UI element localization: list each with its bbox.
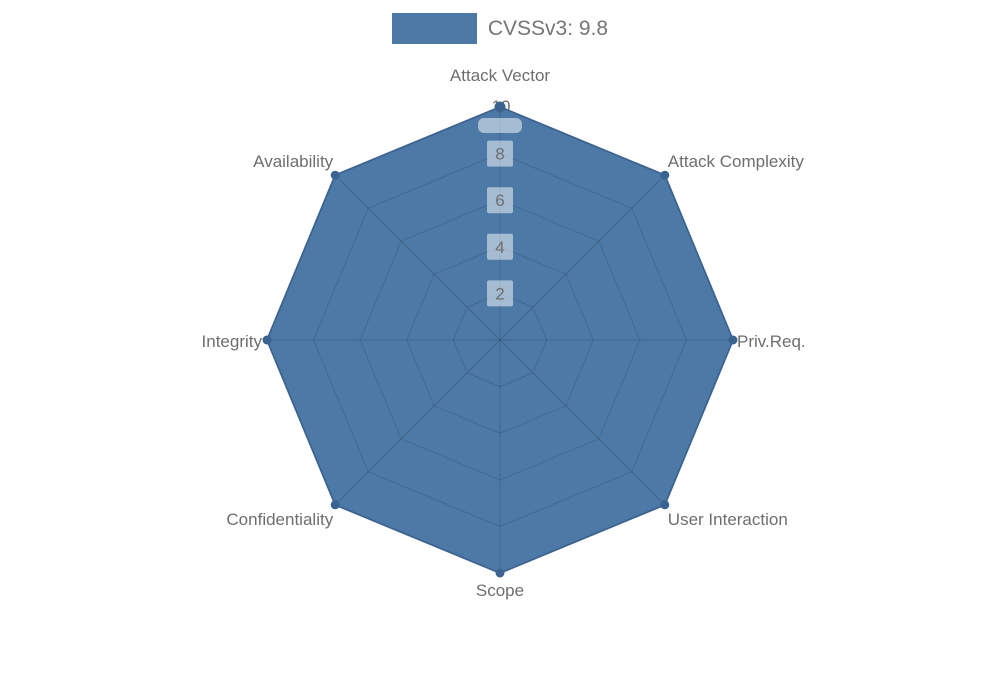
radial-tick-backdrop: [487, 280, 513, 307]
axis-label-user-interaction: User Interaction: [668, 510, 788, 529]
radial-tick-label: 8: [495, 145, 504, 164]
legend[interactable]: CVSSv3: 9.8: [0, 13, 1000, 44]
axis-label-integrity: Integrity: [202, 332, 263, 351]
radar-angle-line: [499, 174, 666, 341]
axis-label-confidentiality: Confidentiality: [226, 510, 333, 529]
radar-angle-line: [499, 339, 666, 506]
axis-label-attack-complexity: Attack Complexity: [668, 152, 805, 171]
axis-label-attack-vector: Attack Vector: [450, 66, 550, 85]
radar-gridline: [406, 246, 594, 434]
radar-angle-line: [334, 174, 501, 341]
radial-tick-backdrop: [478, 118, 522, 133]
axis-label-availability: Availability: [253, 152, 334, 171]
radial-tick-label: 4: [495, 238, 504, 257]
radar-data-point: [494, 101, 506, 113]
radar-data-point: [495, 568, 505, 578]
radar-data-point: [330, 500, 340, 510]
radar-gridline: [452, 292, 548, 388]
radar-gridline: [359, 199, 641, 481]
radar-gridline: [313, 153, 687, 527]
axis-label-priv-req: Priv.Req.: [737, 332, 806, 351]
radial-tick-label: 6: [495, 191, 504, 210]
radar-data-point: [660, 500, 670, 510]
radar-data-point: [660, 170, 670, 180]
radar-angle-line: [334, 339, 501, 506]
radial-tick-backdrop: [487, 233, 513, 260]
radar-data-point: [330, 170, 340, 180]
radar-data-point: [262, 335, 272, 345]
radar-data-point: [728, 335, 738, 345]
legend-swatch: [391, 13, 477, 44]
radial-tick-backdrop: [487, 140, 513, 167]
radial-tick-label: 2: [495, 284, 504, 303]
legend-label: CVSSv3: 9.8: [487, 17, 609, 40]
radial-tick-backdrop: [487, 187, 513, 214]
axis-label-scope: Scope: [476, 581, 524, 600]
